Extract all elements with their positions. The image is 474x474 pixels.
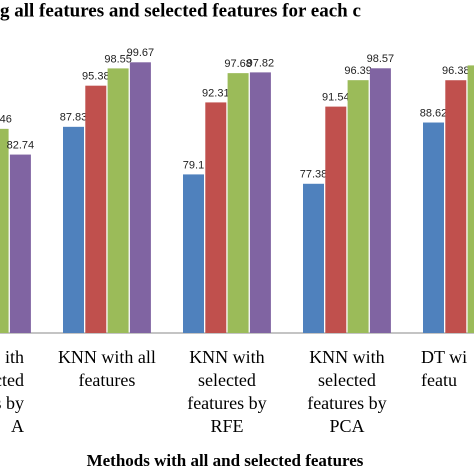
value-label: 77.38 (300, 169, 328, 181)
bar (183, 174, 204, 333)
bar (249, 72, 271, 334)
bar (445, 80, 467, 333)
x-tick-label: features by (187, 393, 266, 413)
chart-title: g all features and selected features for… (0, 0, 361, 21)
x-axis-title: Methods with all and selected features (87, 451, 364, 470)
x-tick-label: KNN with (189, 347, 265, 367)
bar (0, 128, 9, 333)
bar (467, 65, 474, 333)
value-label: 98.57 (367, 53, 395, 65)
bar (303, 183, 324, 333)
bar (63, 126, 84, 333)
bar (129, 62, 151, 334)
bar (205, 102, 227, 334)
value-label: 82.74 (7, 139, 35, 151)
value-label: 96.38 (442, 65, 470, 77)
bar (85, 85, 107, 333)
x-tick-label: features by (307, 393, 386, 413)
x-tick-label: s by (0, 393, 24, 413)
bar (325, 106, 347, 334)
value-label: 87.46 (0, 114, 12, 126)
x-tick-label: PCA (329, 416, 364, 436)
x-tick-label: RFE (210, 416, 243, 436)
value-label: 97.82 (247, 57, 275, 69)
x-tick-label: KNN with all (58, 347, 156, 367)
value-label: 98.55 (104, 53, 132, 65)
bar (227, 73, 249, 334)
value-label: 96.39 (344, 65, 372, 77)
value-label: 95.38 (82, 71, 110, 83)
bar (107, 68, 129, 333)
value-label: 99.67 (127, 47, 155, 59)
value-label: 91.54 (322, 92, 350, 104)
value-label: 88.62 (420, 107, 448, 119)
x-tick-label: selected (318, 370, 376, 390)
value-label: 79.1 (183, 159, 204, 171)
x-tick-label: features (78, 370, 135, 390)
x-tick-label: cted (0, 370, 24, 390)
bar (9, 154, 31, 333)
bar (423, 122, 444, 333)
x-tick-label: featu (421, 370, 457, 390)
bar (369, 68, 391, 333)
x-tick-label: ith (5, 347, 24, 367)
value-label: 97.68 (224, 58, 252, 70)
bar (347, 80, 369, 333)
value-label: 87.83 (60, 112, 88, 124)
x-tick-label: selected (198, 370, 256, 390)
value-label: 92.31 (202, 87, 230, 99)
x-tick-label: KNN with (309, 347, 385, 367)
x-tick-label: A (11, 416, 24, 436)
x-tick-label: DT wi (421, 347, 467, 367)
